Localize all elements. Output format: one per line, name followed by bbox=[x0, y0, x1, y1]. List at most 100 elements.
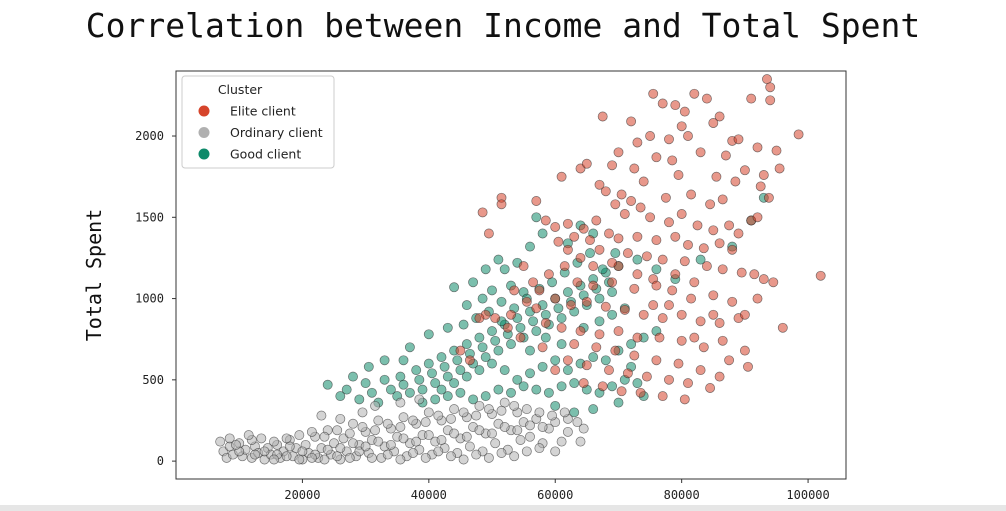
elite-client-point bbox=[588, 280, 599, 291]
ordinary-client-point bbox=[370, 400, 381, 411]
good-client-point bbox=[537, 228, 548, 239]
elite-client-point bbox=[654, 332, 665, 343]
good-client-point bbox=[600, 355, 611, 366]
elite-client-point bbox=[793, 129, 804, 140]
good-client-point bbox=[474, 332, 485, 343]
good-client-point bbox=[348, 371, 358, 382]
good-client-point bbox=[556, 381, 567, 392]
good-client-point bbox=[398, 379, 409, 390]
good-client-point bbox=[518, 381, 529, 392]
elite-client-point bbox=[483, 228, 494, 239]
ordinary-client-point bbox=[525, 420, 535, 431]
ordinary-client-point bbox=[259, 446, 270, 457]
good-client-point bbox=[379, 355, 390, 366]
ordinary-client-point bbox=[411, 436, 422, 447]
elite-client-point bbox=[496, 199, 507, 210]
elite-client-point bbox=[683, 239, 693, 250]
ordinary-client-point bbox=[575, 436, 586, 447]
ordinary-client-point bbox=[534, 443, 545, 454]
elite-client-point bbox=[490, 313, 501, 324]
elite-client-point bbox=[676, 121, 687, 132]
good-client-point bbox=[430, 378, 441, 389]
elite-client-point bbox=[670, 100, 681, 111]
y-tick-label: 500 bbox=[142, 373, 164, 387]
ordinary-client-point bbox=[423, 430, 434, 441]
elite-client-point bbox=[575, 252, 586, 263]
elite-client-point bbox=[597, 111, 608, 122]
legend-marker bbox=[198, 127, 210, 138]
elite-client-point bbox=[670, 269, 681, 280]
elite-client-point bbox=[714, 318, 725, 328]
elite-client-point bbox=[720, 150, 731, 161]
good-client-point bbox=[487, 358, 497, 369]
good-client-point bbox=[461, 300, 472, 311]
ordinary-client-point bbox=[373, 436, 384, 447]
ordinary-client-point bbox=[559, 407, 570, 418]
elite-client-point bbox=[717, 264, 728, 275]
elite-client-point bbox=[616, 189, 627, 200]
good-client-point bbox=[493, 345, 504, 356]
elite-client-point bbox=[632, 269, 643, 280]
good-client-point bbox=[632, 254, 643, 265]
ordinary-client-point bbox=[373, 415, 384, 426]
ordinary-client-point bbox=[395, 397, 406, 408]
elite-client-point bbox=[464, 355, 475, 366]
elite-client-point bbox=[695, 365, 706, 376]
elite-client-point bbox=[724, 355, 735, 366]
ordinary-client-point bbox=[306, 426, 317, 437]
good-client-point bbox=[550, 400, 561, 411]
good-client-point bbox=[613, 397, 624, 408]
bottom-scrollbar[interactable] bbox=[0, 505, 1006, 511]
good-client-point bbox=[442, 322, 453, 333]
elite-client-point bbox=[553, 236, 564, 247]
good-client-point bbox=[562, 365, 573, 376]
y-tick-label: 1000 bbox=[135, 292, 164, 306]
elite-client-point bbox=[581, 158, 592, 169]
ordinary-client-point bbox=[370, 425, 381, 436]
good-client-point bbox=[363, 361, 374, 372]
elite-client-point bbox=[763, 192, 774, 203]
ordinary-client-point bbox=[521, 404, 532, 415]
ordinary-client-point bbox=[464, 441, 475, 452]
ordinary-client-point bbox=[385, 439, 396, 450]
good-client-point bbox=[480, 352, 491, 363]
ordinary-client-point bbox=[449, 428, 460, 439]
elite-client-point bbox=[673, 358, 684, 369]
legend-marker bbox=[198, 105, 210, 117]
elite-client-point bbox=[585, 235, 595, 246]
elite-client-point bbox=[657, 313, 668, 324]
good-client-point bbox=[607, 287, 618, 298]
good-client-point bbox=[461, 371, 472, 382]
elite-client-point bbox=[676, 335, 687, 346]
good-client-point bbox=[477, 293, 488, 304]
elite-client-point bbox=[711, 171, 722, 182]
legend: Cluster Elite client Ordinary client Good c… bbox=[181, 75, 335, 169]
good-client-point bbox=[607, 309, 618, 320]
elite-client-point bbox=[629, 163, 640, 174]
ordinary-client-point bbox=[534, 407, 545, 418]
elite-client-point bbox=[708, 290, 719, 301]
elite-client-point bbox=[708, 309, 719, 320]
elite-client-point bbox=[758, 170, 769, 180]
elite-client-point bbox=[714, 371, 725, 382]
ordinary-client-point bbox=[360, 441, 371, 452]
good-client-point bbox=[506, 339, 516, 350]
good-client-point bbox=[506, 387, 516, 398]
good-client-point bbox=[569, 378, 580, 389]
elite-client-point bbox=[641, 251, 652, 262]
elite-client-point bbox=[651, 280, 662, 291]
ordinary-client-point bbox=[382, 449, 393, 460]
elite-client-point bbox=[648, 88, 659, 99]
elite-client-point bbox=[645, 212, 656, 223]
ordinary-client-point bbox=[398, 412, 409, 423]
elite-client-point bbox=[594, 179, 605, 190]
elite-client-point bbox=[607, 160, 618, 171]
elite-client-point bbox=[736, 267, 747, 278]
good-client-point bbox=[322, 379, 333, 390]
ordinary-client-point bbox=[357, 422, 368, 432]
ordinary-client-point bbox=[474, 400, 485, 411]
ordinary-client-point bbox=[525, 431, 535, 442]
elite-client-point bbox=[537, 342, 548, 353]
elite-client-point bbox=[515, 332, 526, 343]
ordinary-client-point bbox=[395, 454, 406, 465]
